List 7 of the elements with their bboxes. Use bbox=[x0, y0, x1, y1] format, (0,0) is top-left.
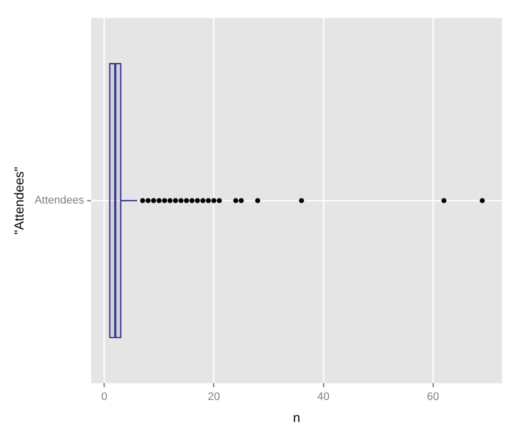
x-tick-label: 20 bbox=[208, 390, 220, 403]
x-axis-title: n bbox=[292, 410, 300, 425]
x-tick-label: 60 bbox=[426, 390, 440, 403]
y-axis-title: "Attendees" bbox=[11, 166, 26, 234]
y-tick-label: Attendees bbox=[34, 194, 85, 207]
x-tick-label: 0 bbox=[101, 390, 108, 403]
x-tick-label: 40 bbox=[317, 390, 330, 403]
